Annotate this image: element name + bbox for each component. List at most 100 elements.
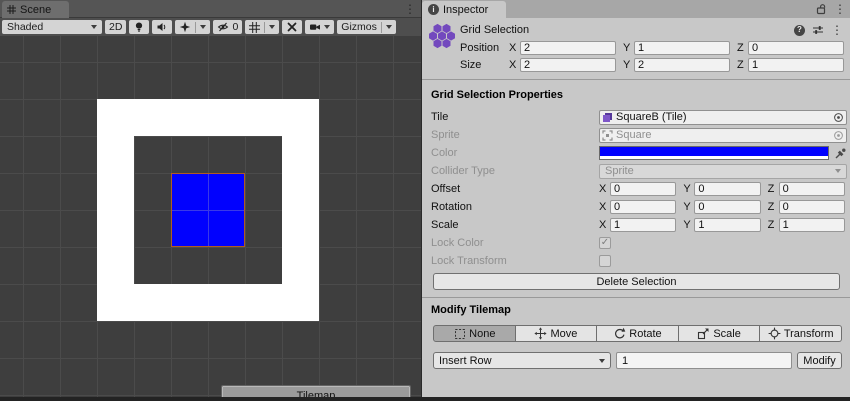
color-swatch-alpha	[600, 156, 828, 159]
grid-selection-properties: Grid Selection Properties Tile SquareB (…	[422, 80, 850, 290]
offset-x-field[interactable]: 0	[610, 182, 677, 196]
rotation-z-field[interactable]: 0	[778, 200, 845, 214]
tile-label: Tile	[431, 111, 449, 123]
tool-rotate-label: Rotate	[629, 327, 662, 340]
axis-x-label: X	[509, 41, 517, 54]
tool-scale-label: Scale	[713, 327, 741, 340]
scene-grid-visibility-dropdown[interactable]	[245, 20, 280, 34]
tilemap-operation-value: Insert Row	[439, 354, 492, 367]
help-icon[interactable]: ?	[794, 24, 805, 36]
check-icon: ✓	[600, 237, 610, 248]
tool-transform-button[interactable]: Transform	[760, 325, 842, 342]
tilemap-inner-hole	[134, 136, 282, 284]
position-z-field[interactable]: 0	[748, 40, 844, 55]
gizmos-dropdown[interactable]: Gizmos	[337, 20, 396, 34]
position-y-field[interactable]: 1	[634, 40, 730, 55]
rotation-y-field[interactable]: 0	[694, 200, 761, 214]
tilemap-operation-dropdown[interactable]: Insert Row	[433, 352, 611, 369]
axis-z-label: Z	[767, 183, 775, 195]
rotate-icon	[615, 327, 626, 339]
scene-audio-button[interactable]	[152, 20, 173, 34]
modify-button[interactable]: Modify	[797, 352, 842, 369]
inspector-menu-kebab-icon[interactable]: ⋮	[834, 1, 846, 16]
rotation-x-field[interactable]: 0	[610, 200, 677, 214]
eyedropper-icon[interactable]	[829, 147, 847, 160]
scene-viewport[interactable]: Tilemap Focus On None	[0, 36, 421, 397]
scene-toolbar: Shaded 2D 0	[0, 18, 421, 36]
hidden-objects-button[interactable]: 0	[213, 20, 243, 34]
axis-x-label: X	[599, 201, 607, 213]
offset-y-field[interactable]: 0	[694, 182, 761, 196]
component-menu-kebab-icon[interactable]: ⋮	[831, 22, 843, 37]
dropdown-arrow-icon	[599, 358, 605, 363]
size-x-field[interactable]: 2	[520, 57, 616, 72]
camera-icon	[310, 24, 321, 30]
tab-inspector[interactable]: i Inspector	[422, 1, 506, 18]
transform-icon	[768, 327, 781, 340]
color-swatch[interactable]	[599, 146, 829, 160]
unlock-icon[interactable]	[816, 3, 827, 15]
lock-color-checkbox: ✓	[599, 237, 611, 249]
scale-z-field[interactable]: 1	[778, 218, 845, 232]
collider-type-dropdown: Sprite	[599, 163, 847, 179]
size-label: Size	[460, 58, 482, 71]
scale-x-field[interactable]: 1	[610, 218, 677, 232]
shading-mode-label: Shaded	[7, 21, 44, 33]
tab-scene[interactable]: Scene	[2, 1, 69, 18]
axis-z-label: Z	[737, 41, 744, 54]
presets-icon[interactable]	[812, 24, 824, 36]
dropdown-arrow-icon	[835, 169, 841, 173]
scene-tool-settings-button[interactable]	[282, 20, 303, 34]
scene-tab-label: Scene	[20, 3, 52, 16]
gizmos-label: Gizmos	[341, 21, 377, 33]
2d-mode-button[interactable]: 2D	[105, 20, 127, 34]
tool-move-label: Move	[550, 327, 578, 340]
scene-menu-kebab-icon[interactable]: ⋮	[404, 2, 416, 16]
sprite-value: Square	[616, 129, 652, 141]
collider-type-row: Collider Type Sprite	[431, 162, 847, 180]
offset-label: Offset	[431, 183, 461, 195]
collider-type-value: Sprite	[605, 165, 634, 177]
axis-z-label: Z	[767, 219, 775, 231]
crossed-tools-icon	[287, 22, 297, 32]
button-divider	[195, 21, 197, 33]
delete-selection-label: Delete Selection	[596, 275, 677, 288]
color-row: Color	[431, 144, 847, 162]
dropdown-arrow-icon	[91, 25, 97, 29]
scale-icon	[698, 328, 709, 340]
scene-effects-dropdown[interactable]	[175, 20, 211, 34]
modify-button-label: Modify	[803, 354, 836, 367]
scale-y-field[interactable]: 1	[694, 218, 761, 232]
axis-z-label: Z	[767, 201, 775, 213]
scene-panel: Scene ⋮ Shaded 2D 0	[0, 0, 421, 397]
delete-selection-button[interactable]: Delete Selection	[433, 273, 840, 290]
scene-camera-dropdown[interactable]	[305, 20, 335, 34]
offset-z-field[interactable]: 0	[778, 182, 845, 196]
position-x-field[interactable]: 2	[520, 40, 616, 55]
tool-scale-button[interactable]: Scale	[678, 325, 761, 342]
object-picker-icon[interactable]	[833, 112, 844, 123]
sprite-label: Sprite	[431, 129, 460, 141]
tool-none-button[interactable]: None	[433, 325, 516, 342]
operation-count-input[interactable]: 1	[616, 352, 792, 369]
axis-z-label: Z	[737, 58, 744, 71]
size-z-field[interactable]: 1	[748, 57, 844, 72]
tool-move-button[interactable]: Move	[515, 325, 598, 342]
tool-transform-label: Transform	[783, 327, 834, 340]
tile-object-field[interactable]: SquareB (Tile)	[599, 109, 847, 125]
lock-color-row: Lock Color ✓	[431, 234, 847, 252]
scale-label: Scale	[431, 219, 459, 231]
inspector-tabstrip: i Inspector ⋮	[422, 0, 850, 18]
tilemap-overlay: Tilemap Focus On None	[221, 385, 411, 397]
scene-lighting-button[interactable]	[129, 20, 150, 34]
tool-none-label: None	[469, 327, 496, 340]
size-y-field[interactable]: 2	[634, 57, 730, 72]
modify-tilemap-section: Modify Tilemap None Move Rotate Scale	[422, 297, 850, 369]
tool-rotate-button[interactable]: Rotate	[597, 325, 679, 342]
shading-mode-dropdown[interactable]: Shaded	[2, 20, 102, 34]
color-label: Color	[431, 147, 458, 159]
dropdown-arrow-icon	[385, 25, 392, 29]
2d-label: 2D	[109, 21, 123, 33]
